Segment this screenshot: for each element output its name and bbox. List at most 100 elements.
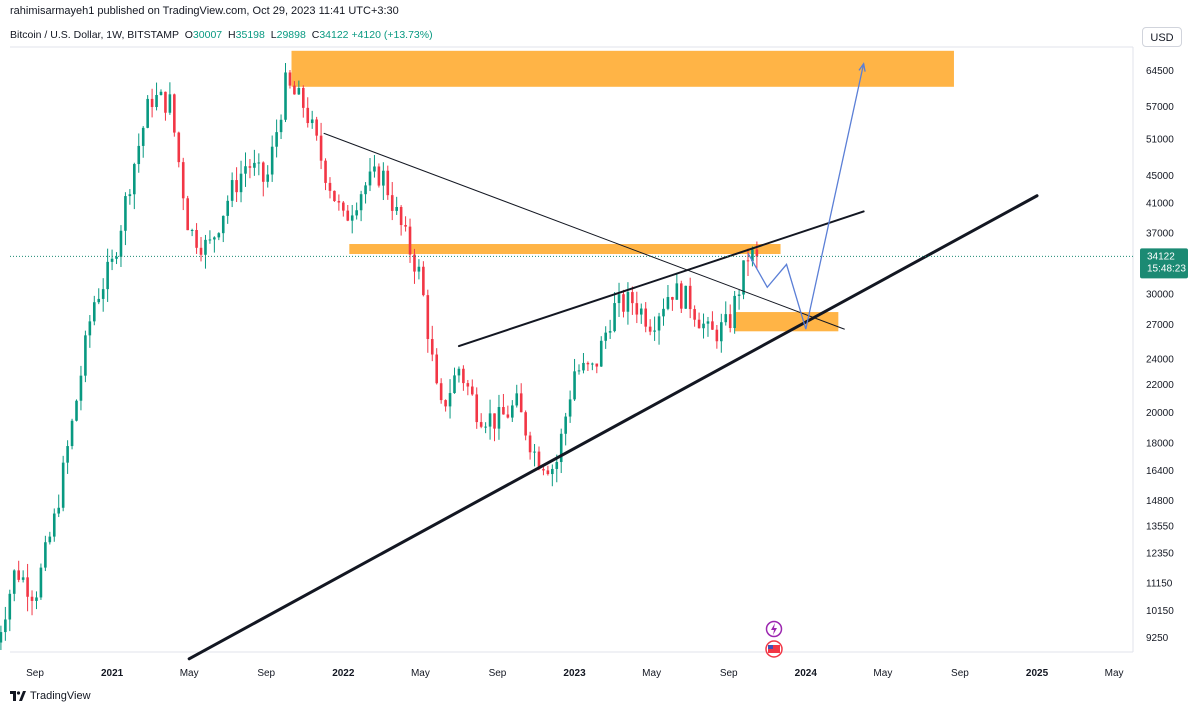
- candle-body: [328, 182, 332, 191]
- candle: [150, 88, 154, 118]
- candle-body: [497, 407, 501, 429]
- candle-body: [413, 254, 416, 272]
- tradingview-logo[interactable]: TradingView: [10, 690, 91, 702]
- candle-body: [599, 340, 603, 367]
- candle: [88, 315, 92, 348]
- candle: [622, 289, 625, 318]
- candle-body: [586, 362, 590, 365]
- supply-demand-zone-2: [734, 312, 839, 332]
- candle-body: [479, 422, 483, 427]
- candle: [542, 466, 545, 476]
- candle-body: [537, 451, 541, 470]
- candle-body: [350, 215, 354, 221]
- candle: [101, 278, 105, 312]
- candle-body: [720, 322, 723, 342]
- candle-body: [204, 239, 207, 255]
- candle-body: [679, 283, 683, 309]
- candle: [497, 394, 501, 440]
- candle: [448, 379, 452, 419]
- candle-body: [613, 303, 616, 332]
- candle: [728, 304, 732, 333]
- candle: [66, 440, 69, 474]
- price-tick-label: 20000: [1146, 408, 1174, 419]
- candle-body: [159, 91, 163, 95]
- candle-body: [595, 363, 599, 367]
- candle-body: [737, 294, 741, 296]
- candle-body: [417, 266, 421, 272]
- time-tick-label: Sep: [26, 668, 44, 679]
- candle-body: [662, 308, 665, 317]
- candle-body: [270, 146, 274, 175]
- candle: [61, 455, 65, 512]
- candle-body: [386, 170, 390, 196]
- candle: [697, 312, 701, 329]
- candle-body: [568, 399, 572, 417]
- candle: [328, 177, 332, 199]
- last-price-value: 34122: [1147, 251, 1175, 262]
- candle: [217, 232, 221, 241]
- currency-button[interactable]: USD: [1142, 27, 1182, 47]
- candle-body: [582, 362, 585, 371]
- candle-body: [697, 319, 701, 329]
- candle-body: [608, 331, 612, 333]
- trendline-medium: [457, 210, 865, 348]
- candle: [181, 157, 185, 211]
- time-tick-label: 2025: [1026, 668, 1049, 679]
- price-axis: 64500 57000 51000 45000 41000 37000 30000 27000…: [1146, 66, 1174, 644]
- open-label: O: [184, 29, 193, 41]
- candle-body: [426, 295, 430, 340]
- candle: [639, 303, 643, 324]
- candle: [17, 560, 20, 583]
- candle-body: [57, 507, 61, 514]
- candle-body: [17, 570, 20, 580]
- price-tick-label: 11150: [1146, 578, 1173, 589]
- candle: [310, 110, 314, 129]
- candle: [266, 165, 270, 188]
- supply-demand-zone-1: [349, 244, 781, 255]
- candle: [128, 189, 132, 205]
- candle: [306, 97, 310, 128]
- candle: [159, 89, 163, 96]
- candle-body: [92, 302, 96, 322]
- candle-body: [617, 294, 621, 304]
- candle-body: [44, 542, 47, 568]
- candle: [346, 204, 350, 222]
- candle-body: [137, 145, 141, 165]
- candle: [462, 365, 465, 391]
- candle: [275, 119, 278, 158]
- candle: [221, 215, 225, 243]
- candle: [502, 393, 505, 415]
- price-tick-label: 16400: [1146, 466, 1174, 477]
- last-price-tag: 34122 15:48:23: [10, 248, 1188, 279]
- price-tick-label: 9250: [1146, 633, 1169, 644]
- candle: [190, 228, 194, 237]
- candle-body: [235, 180, 238, 193]
- zones-layer: [291, 50, 954, 332]
- candle: [373, 154, 376, 178]
- lightning-glyph-icon: [771, 623, 777, 635]
- candle-body: [342, 202, 345, 211]
- candle: [453, 367, 456, 394]
- candle-body: [70, 420, 74, 447]
- symbol-name[interactable]: Bitcoin / U.S. Dollar, 1W, BITSTAMP: [10, 29, 179, 41]
- bar-countdown: 15:48:23: [1147, 263, 1186, 274]
- candle-body: [177, 132, 181, 163]
- candle: [284, 63, 287, 123]
- candle: [52, 508, 56, 542]
- candle: [422, 261, 425, 297]
- candle-body: [195, 229, 198, 248]
- candle-body: [466, 383, 470, 387]
- candle: [26, 563, 29, 612]
- candle: [515, 384, 519, 408]
- event-icons[interactable]: [765, 620, 783, 658]
- candle: [382, 162, 385, 201]
- candle-body: [253, 162, 256, 168]
- candle-body: [724, 314, 728, 323]
- candle: [715, 325, 719, 349]
- candle-body: [173, 94, 176, 133]
- candle: [230, 172, 234, 208]
- time-tick-label: May: [642, 668, 661, 679]
- candle-body: [390, 195, 394, 211]
- candle-body: [364, 185, 367, 195]
